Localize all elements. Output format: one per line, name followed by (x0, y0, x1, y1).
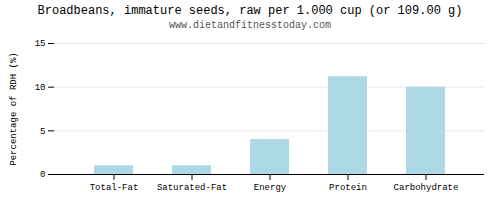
svg-text:Percentage of RDH (%): Percentage of RDH (%) (9, 52, 19, 165)
svg-text:15: 15 (35, 39, 46, 49)
svg-text:Total-Fat: Total-Fat (90, 183, 139, 193)
svg-text:0: 0 (40, 170, 45, 180)
svg-text:Saturated-Fat: Saturated-Fat (157, 183, 227, 193)
svg-text:5: 5 (40, 127, 45, 137)
svg-text:Protein: Protein (329, 183, 367, 193)
html-text:Broadbeans, immature seeds, ra: Broadbeans, immature seeds, raw per 1.00… (37, 4, 463, 18)
html-text:www.dietandfitnesstoday.com: www.dietandfitnesstoday.com (169, 20, 331, 31)
svg-text:Carbohydrate: Carbohydrate (394, 183, 459, 193)
svg-text:Energy: Energy (254, 183, 287, 193)
svg-text:10: 10 (35, 83, 46, 93)
